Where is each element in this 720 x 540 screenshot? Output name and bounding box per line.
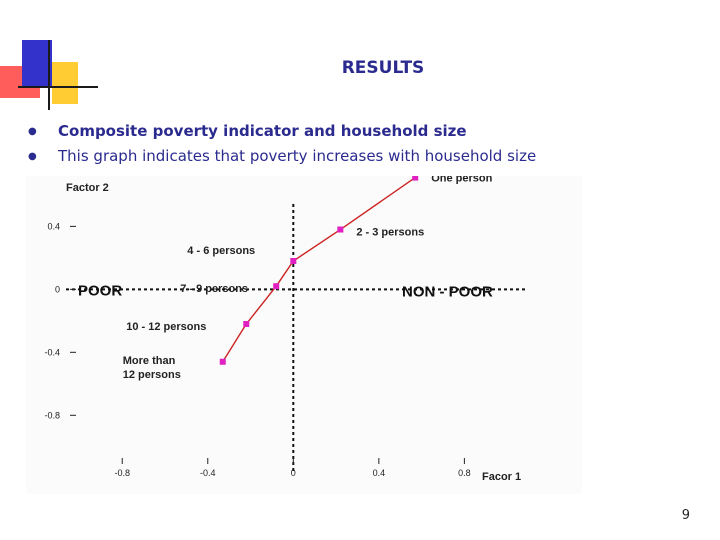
x-tick-label: 0.8 [458, 468, 471, 478]
data-point-label: 7 - 9 persons [180, 283, 248, 295]
data-point-label: 10 - 12 persons [126, 321, 206, 333]
x-tick-label: -0.4 [200, 468, 216, 478]
data-point-label: 4 - 6 persons [187, 245, 255, 257]
decor-horizontal-line [18, 86, 98, 88]
bullet-dot: ● [28, 126, 37, 137]
data-point-label: 12 persons [123, 369, 181, 381]
data-point-marker [243, 320, 250, 327]
non-poor-label: NON - POOR [402, 283, 493, 300]
data-point-marker [337, 226, 344, 233]
y-tick-label: 0 [55, 284, 60, 294]
x-axis-title: Facor 1 [482, 471, 521, 483]
bullet-item: ● Composite poverty indicator and househo… [28, 122, 467, 140]
data-point-label: 2 - 3 persons [356, 227, 424, 239]
bullet-text: Composite poverty indicator and househol… [58, 122, 467, 140]
x-tick-label: -0.8 [114, 468, 130, 478]
data-point-marker [273, 283, 280, 290]
data-point-label: More than [123, 355, 176, 367]
bullet-item: ● This graph indicates that poverty incre… [28, 147, 536, 165]
data-point-marker [290, 258, 297, 265]
y-axis-title: Factor 2 [66, 182, 109, 194]
decor-yellow-square [52, 62, 78, 104]
x-tick-label: 0 [291, 468, 296, 478]
data-point-marker [219, 358, 226, 365]
data-point-label: One person [431, 176, 492, 185]
decor-blue-square [22, 40, 52, 88]
y-tick-label: -0.4 [44, 347, 60, 357]
series-line [222, 176, 416, 363]
data-point-marker [412, 176, 419, 181]
y-tick-label: -0.8 [44, 410, 60, 420]
page-number: 9 [681, 508, 690, 523]
poor-label: POOR [78, 282, 122, 299]
x-tick-label: 0.4 [373, 468, 386, 478]
bullet-text: This graph indicates that poverty increa… [58, 147, 537, 165]
bullet-dot: ● [28, 151, 37, 162]
decor-vertical-line [48, 40, 50, 110]
chart-background [26, 176, 582, 494]
y-tick-label: 0.4 [47, 221, 60, 231]
slide-title: RESULTS [341, 58, 425, 78]
household-size-chart: 0.4 0 -0.4 -0.8 -0.8 -0.4 0 0.4 0.8 Factor 2 Facor… [44, 176, 526, 483]
